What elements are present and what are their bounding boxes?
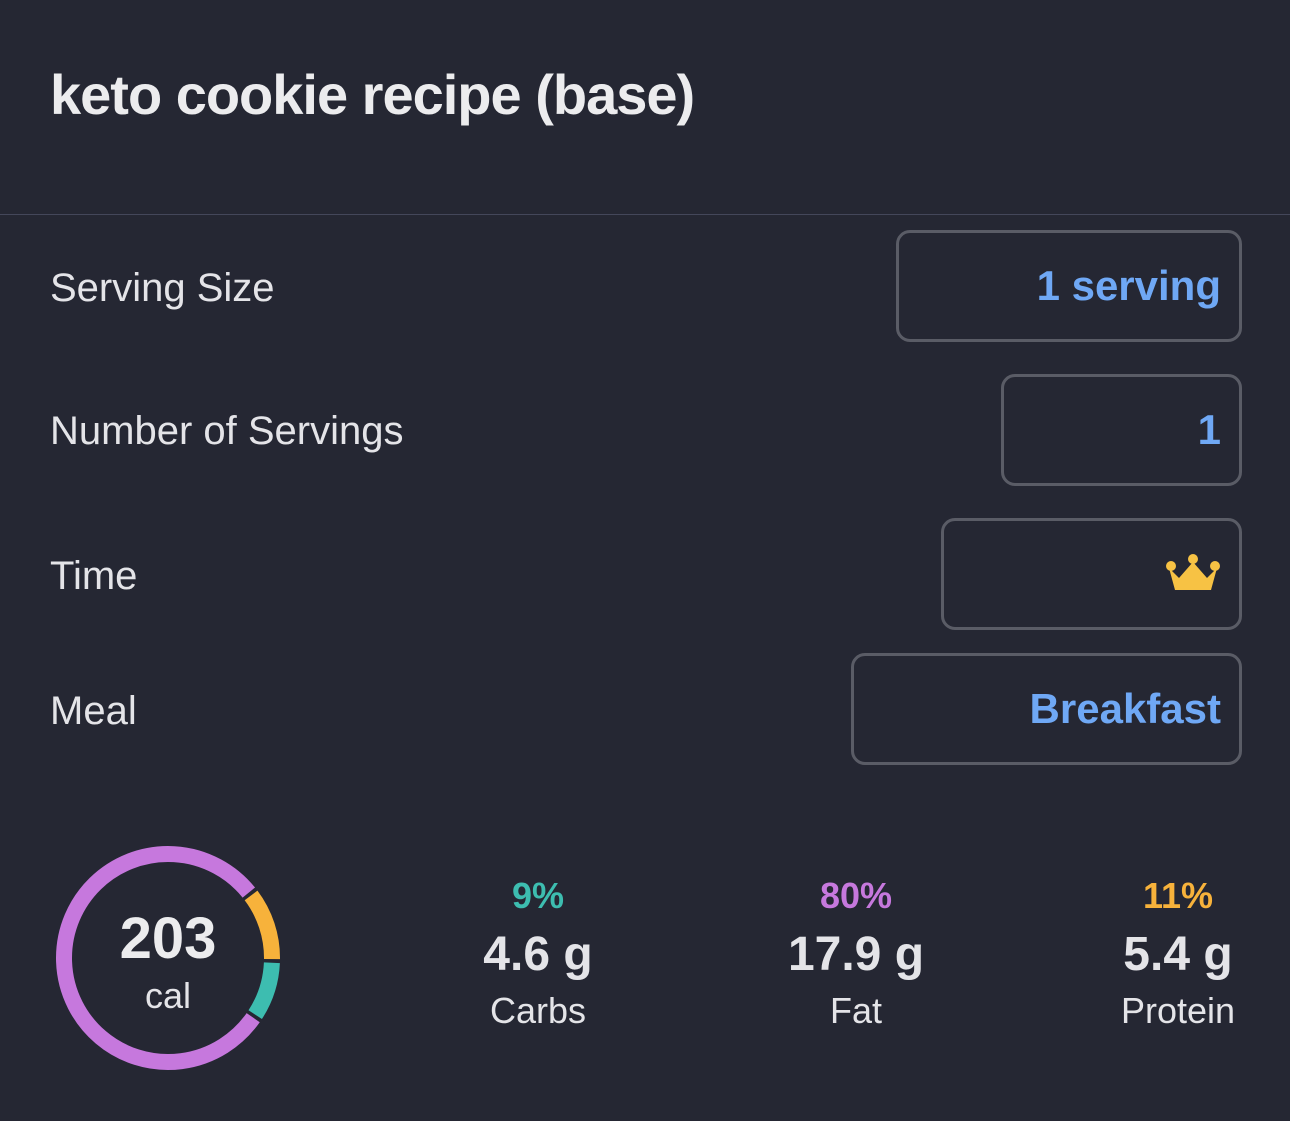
protein-grams: 5.4 g bbox=[1123, 928, 1233, 981]
macro-fat: 80% 17.9 g Fat bbox=[726, 875, 986, 1032]
macro-protein: 11% 5.4 g Protein bbox=[1048, 875, 1290, 1032]
meal-field[interactable]: Breakfast bbox=[851, 653, 1242, 765]
carbs-label: Carbs bbox=[489, 990, 587, 1031]
calorie-unit: cal bbox=[144, 975, 192, 1016]
number-of-servings-field[interactable]: 1 bbox=[1001, 374, 1242, 486]
calorie-value: 203 bbox=[119, 906, 217, 971]
serving-size-label: Serving Size bbox=[50, 266, 275, 310]
macro-carbs: 9% 4.6 g Carbs bbox=[408, 875, 668, 1032]
carbs-percent: 9% bbox=[511, 875, 565, 916]
protein-percent: 11% bbox=[1142, 875, 1214, 916]
carbs-grams: 4.6 g bbox=[483, 928, 593, 981]
ring-segment-fat bbox=[56, 846, 260, 1070]
time-field[interactable] bbox=[941, 518, 1242, 630]
page-title: keto cookie recipe (base) bbox=[50, 63, 695, 126]
number-of-servings-label: Number of Servings bbox=[50, 409, 404, 453]
ring-segment-carbs bbox=[248, 962, 280, 1019]
crown-icon bbox=[1166, 554, 1220, 590]
time-label: Time bbox=[50, 554, 138, 598]
serving-size-field[interactable]: 1 serving bbox=[896, 230, 1242, 342]
calorie-ring bbox=[56, 846, 280, 1070]
fat-percent: 80% bbox=[819, 875, 893, 916]
divider bbox=[0, 214, 1290, 215]
fat-label: Fat bbox=[829, 990, 882, 1031]
meal-label: Meal bbox=[50, 689, 137, 733]
protein-label: Protein bbox=[1120, 990, 1236, 1031]
fat-grams: 17.9 g bbox=[787, 928, 925, 981]
ring-segment-protein bbox=[244, 890, 280, 960]
